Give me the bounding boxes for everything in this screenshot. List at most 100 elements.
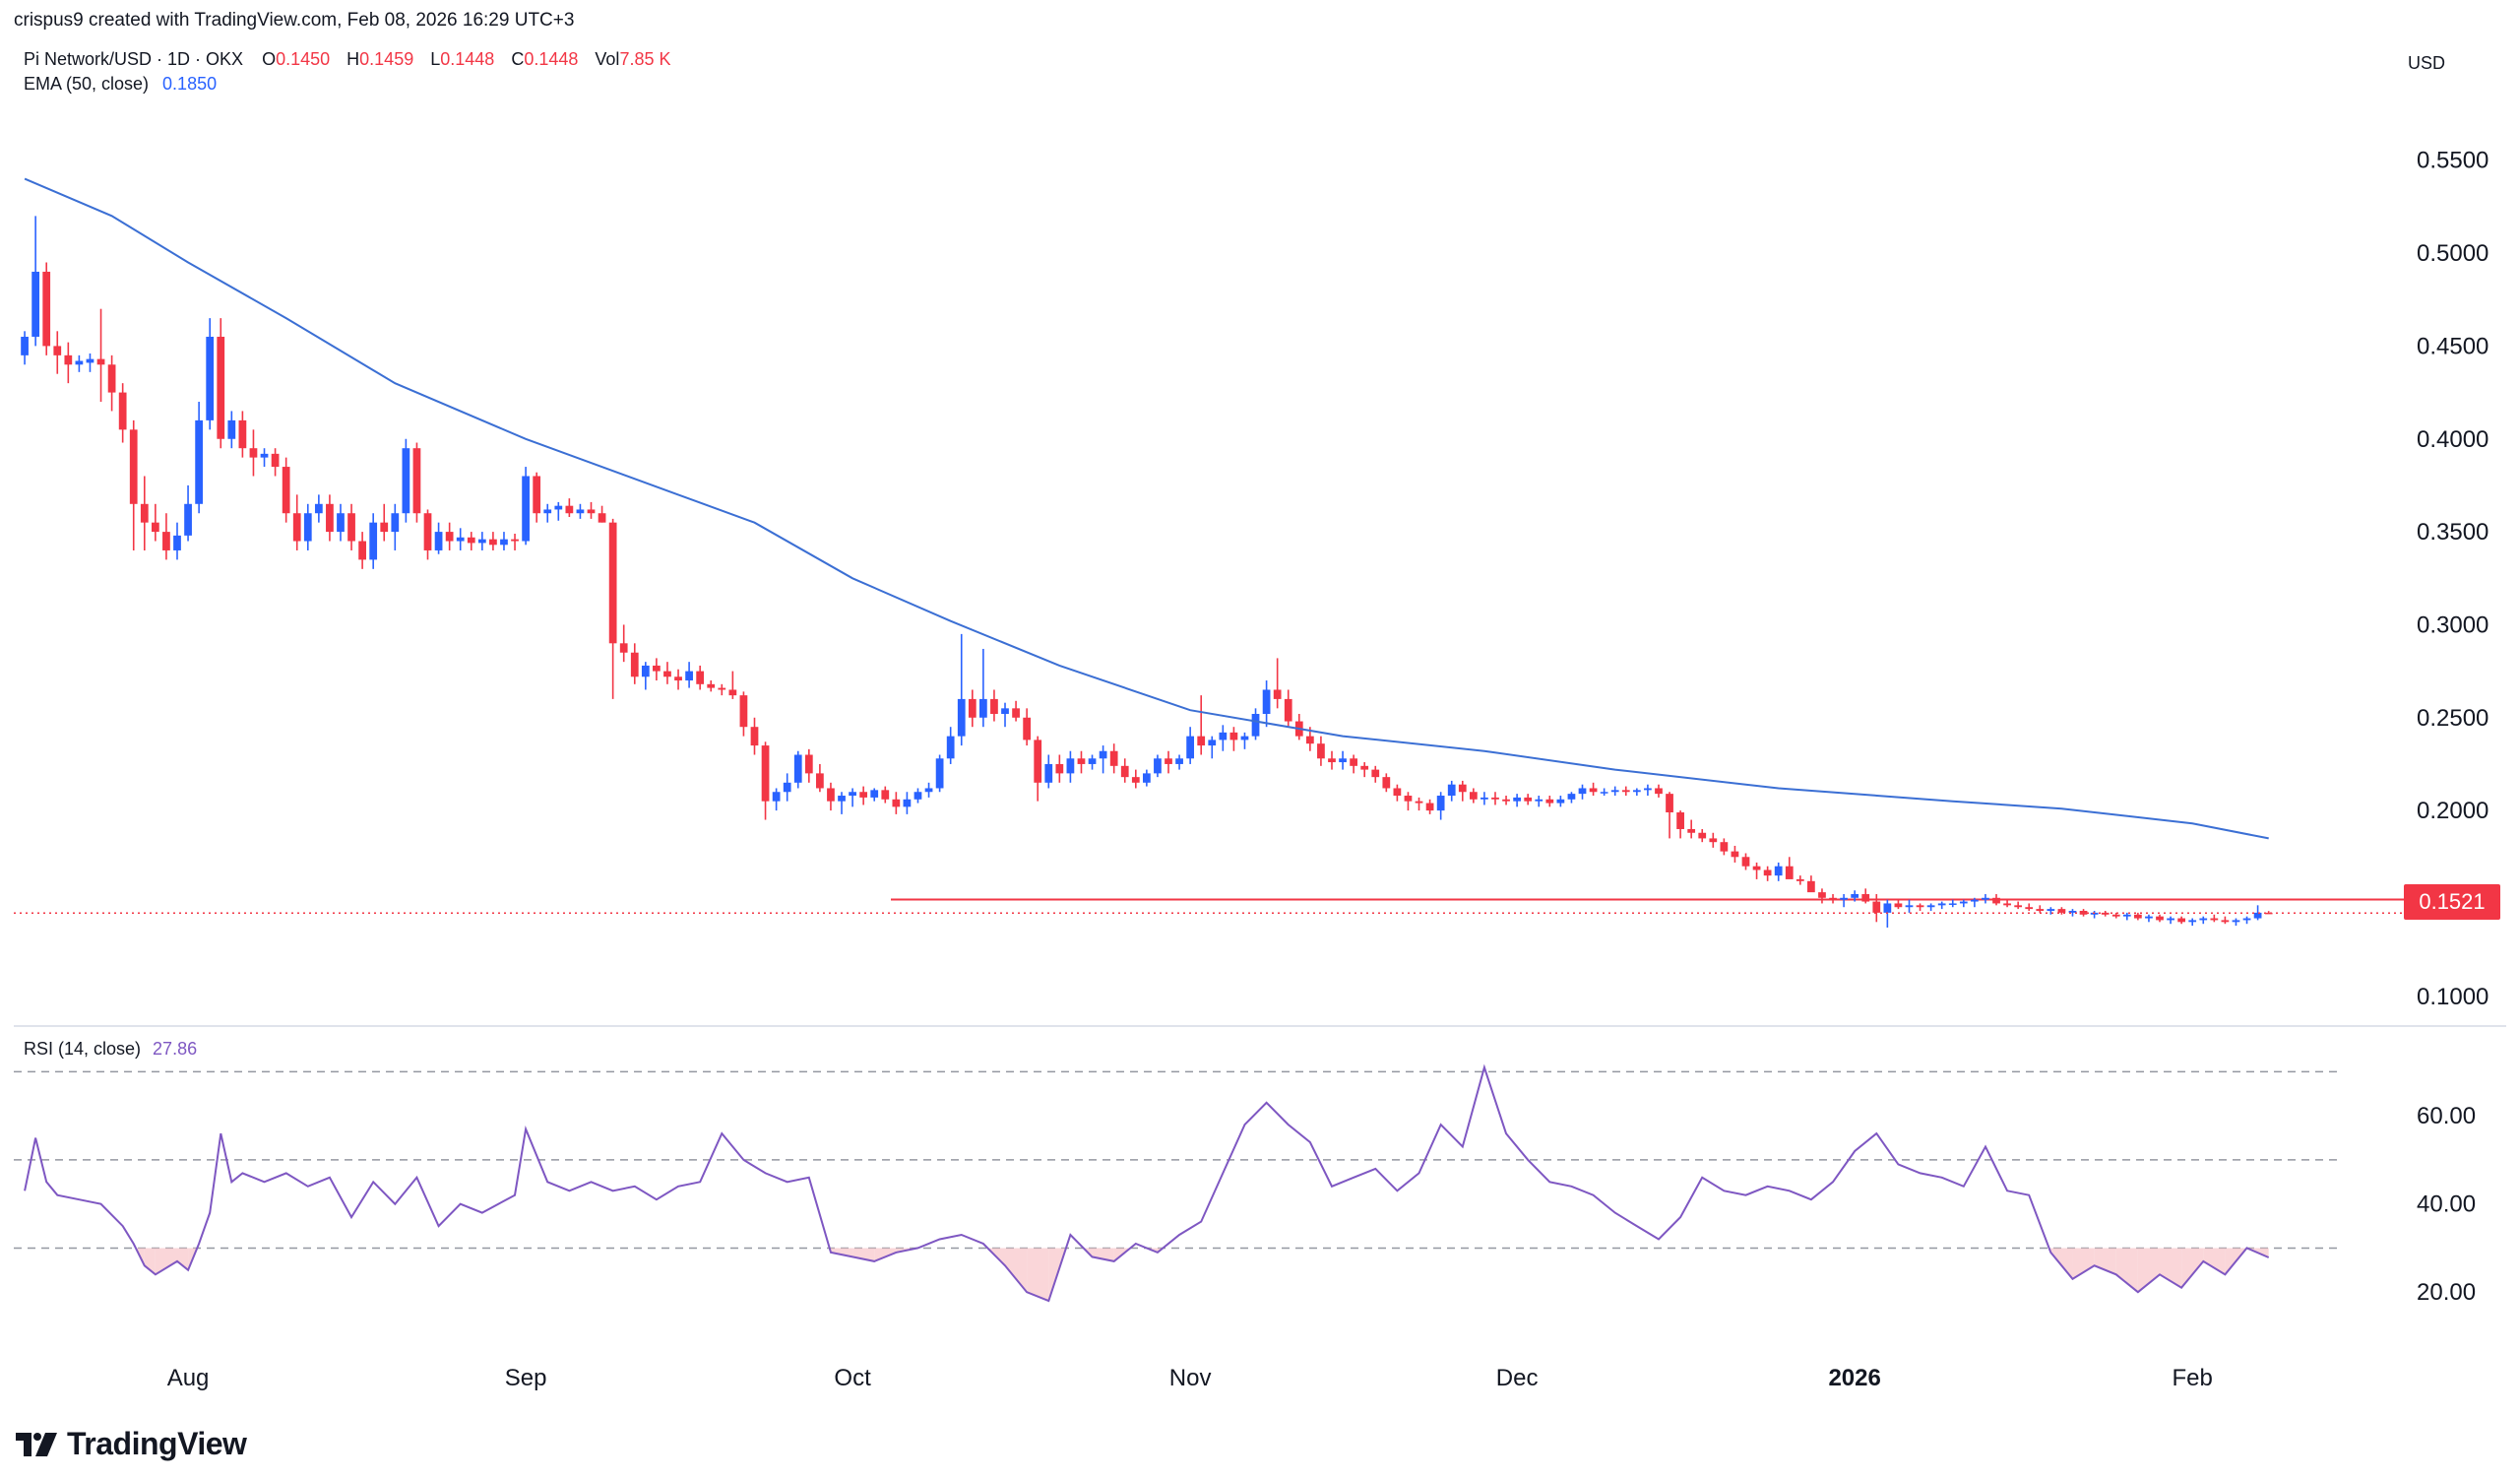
currency-label[interactable]: USD [2407, 53, 2445, 73]
candle-body [870, 790, 879, 798]
candle-body [2134, 914, 2142, 919]
high-label: H [346, 49, 360, 69]
candle-body [1034, 740, 1042, 783]
symbol-label[interactable]: Pi Network/USD · 1D · OKX [24, 49, 244, 69]
candle-body [598, 513, 606, 523]
candle-body [2036, 909, 2045, 911]
candle-body [718, 687, 726, 690]
candle-body [1393, 788, 1402, 797]
candle-body [946, 736, 955, 759]
time-tick-label: Aug [167, 1365, 210, 1391]
candle-body [42, 271, 51, 347]
candle-body [347, 513, 355, 542]
candle-body [1763, 869, 1772, 876]
time-tick-label: Dec [1496, 1365, 1539, 1391]
candle-body [1709, 838, 1718, 843]
candle-body [1676, 812, 1684, 829]
candle-body [761, 745, 770, 802]
candle-body [1545, 799, 1554, 804]
candle-body [412, 448, 421, 514]
candle-body [1350, 758, 1357, 766]
candle-body [2264, 912, 2273, 915]
rsi-tick-label: 40.00 [2417, 1191, 2476, 1218]
price-axis[interactable]: 0.5500 0.5000 0.4500 0.4000 0.3500 0.3000 0.25… [2417, 148, 2488, 1010]
rsi-axis[interactable]: 60.00 40.00 20.00 [2417, 1103, 2476, 1306]
rsi-oversold-segment [852, 1248, 875, 1261]
candle-body [859, 792, 868, 798]
candle-body [2047, 909, 2055, 911]
price-tick-label: 0.1000 [2417, 984, 2488, 1010]
candle-body [107, 364, 116, 393]
candle-body [1458, 784, 1467, 793]
candle-body [2199, 918, 2208, 921]
candle-body [1698, 832, 1707, 839]
candle-body [1883, 903, 1892, 913]
candle-body [369, 522, 378, 560]
candle-body [2167, 918, 2174, 921]
rsi-oversold-segment [1092, 1248, 1114, 1261]
candle-body [630, 652, 639, 677]
time-axis[interactable]: Aug Sep Oct Nov Dec 2026 Feb [167, 1365, 2213, 1391]
candle-body [2025, 907, 2034, 910]
rsi-legend[interactable]: RSI (14, close) 27.86 [24, 1039, 197, 1060]
price-tick-label: 0.4500 [2417, 333, 2488, 359]
time-tick-label: Nov [1169, 1365, 1212, 1391]
candle-body [1055, 763, 1064, 774]
candle-body [1926, 905, 1935, 908]
candle-body [892, 799, 901, 807]
candle-body [1567, 794, 1576, 800]
candle-body [1491, 797, 1499, 800]
candle-body [1447, 784, 1456, 797]
candle-body [924, 788, 933, 793]
candle-body [1785, 866, 1794, 879]
candle-body [1796, 878, 1804, 881]
brand-name: TradingView [67, 1426, 247, 1461]
candle-body [2079, 911, 2088, 915]
rsi-oversold-segment [2137, 1248, 2161, 1293]
candle-body [1872, 901, 1881, 913]
candle-body [282, 467, 290, 514]
candle-body [1840, 897, 1848, 900]
candle-body [2156, 916, 2164, 921]
candle-body [1305, 736, 1314, 744]
volume-value: 7.85 K [619, 49, 671, 69]
candle-body [674, 676, 682, 681]
candle-body [151, 522, 159, 533]
candle-body [1535, 799, 1544, 802]
candle-body [608, 522, 617, 644]
close-value: 0.1448 [524, 49, 579, 69]
candle-body [64, 354, 73, 365]
candle-body [227, 419, 236, 439]
candle-body [1001, 708, 1009, 714]
candle-body [206, 336, 215, 420]
rsi-oversold-segment [1005, 1248, 1028, 1293]
rsi-tick-label: 60.00 [2417, 1103, 2476, 1129]
candle-body [1186, 736, 1195, 759]
candle-body [1154, 758, 1162, 774]
ema-legend[interactable]: EMA (50, close) 0.1850 [24, 74, 217, 95]
candle-body [1219, 732, 1228, 740]
candle-body [292, 513, 301, 542]
candle-body [1109, 750, 1118, 766]
candle-body [1851, 894, 1859, 898]
candle-body [140, 503, 149, 523]
rsi-value: 27.86 [153, 1039, 198, 1059]
candle-body [793, 754, 802, 783]
candle-body [2221, 920, 2230, 923]
rsi-oversold-segment [2160, 1248, 2182, 1288]
candle-body [1861, 894, 1870, 902]
candle-body [728, 689, 737, 696]
brand-logo[interactable]: TradingView [16, 1426, 247, 1462]
ema-label: EMA (50, close) [24, 74, 150, 94]
candle-body [1720, 842, 1729, 852]
candle-body [1513, 797, 1521, 802]
candle-body [1023, 717, 1032, 740]
candle-body [1240, 736, 1249, 740]
candle-body [1382, 777, 1391, 789]
ema-polyline [24, 177, 2269, 840]
candle-body [456, 537, 465, 542]
candle-body [957, 698, 966, 737]
candle-body [2122, 914, 2131, 917]
ema-value: 0.1850 [162, 74, 218, 94]
